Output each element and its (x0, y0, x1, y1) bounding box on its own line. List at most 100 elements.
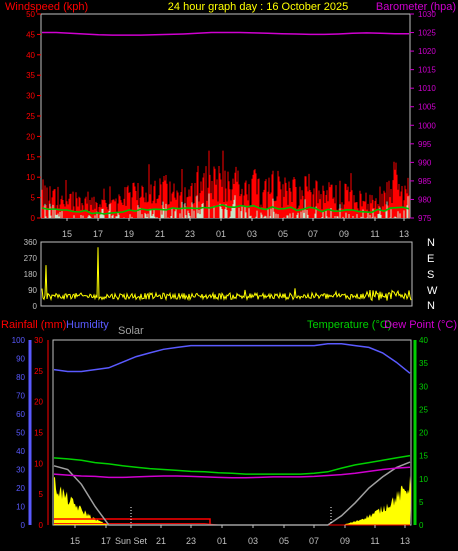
wind-y-tick-label: 15 (26, 153, 35, 162)
baro-y-tick-label: 975 (418, 214, 432, 223)
temp-x-tick-label: 21 (156, 536, 166, 546)
temp-tick-label: 20 (419, 429, 428, 438)
wind-x-tick-label: 05 (278, 229, 288, 239)
wind-y-tick-label: 45 (26, 30, 35, 39)
wind-y-tick-label: 0 (31, 214, 36, 223)
baro-y-tick-label: 1030 (418, 10, 436, 19)
baro-y-tick-label: 1025 (418, 29, 436, 38)
humidity-tick-label: 90 (16, 355, 25, 364)
direction-compass-label: S (427, 269, 434, 281)
wind-y-tick-label: 25 (26, 112, 35, 121)
temperature-line (53, 454, 411, 475)
baro-y-tick-label: 980 (418, 195, 432, 204)
graph-title: 24 hour graph day : 16 October 2025 (168, 1, 348, 13)
wind-x-tick-label: 03 (247, 229, 257, 239)
windspeed-label: Windspeed (kph) (5, 1, 88, 13)
wind-x-tick-label: 23 (185, 229, 195, 239)
humidity-tick-label: 100 (12, 336, 26, 345)
solar-theoretical-line (53, 461, 411, 526)
wind-y-tick-label: 10 (26, 173, 35, 182)
temp-x-tick-label: Sun Set (115, 536, 148, 546)
wind-y-tick-label: 35 (26, 71, 35, 80)
temp-tick-label: 0 (419, 521, 424, 530)
temp-tick-label: 30 (419, 382, 428, 391)
rain-tick-label: 10 (34, 459, 43, 468)
rain-tick-label: 25 (34, 367, 43, 376)
wind-panel: Windspeed (kph) 24 hour graph day : 16 O… (5, 1, 456, 239)
temp-tick-label: 25 (419, 405, 428, 414)
wind-direction-trace (41, 247, 412, 302)
solar-radiation-fill (54, 475, 411, 525)
direction-compass-label: N (427, 237, 435, 249)
direction-y-tick-label: 0 (33, 302, 38, 311)
wind-x-tick-label: 21 (155, 229, 165, 239)
baro-y-tick-label: 995 (418, 140, 432, 149)
wind-x-tick-label: 17 (93, 229, 103, 239)
rain-tick-label: 15 (34, 429, 43, 438)
rain-tick-label: 30 (34, 336, 43, 345)
wind-y-tick-label: 20 (26, 132, 35, 141)
temp-x-tick-label: 03 (248, 536, 258, 546)
wind-x-tick-label: 01 (216, 229, 226, 239)
baro-y-tick-label: 985 (418, 177, 432, 186)
temp-x-tick-label: 15 (70, 536, 80, 546)
humidity-tick-label: 20 (16, 484, 25, 493)
humidity-line (53, 342, 411, 374)
rain-tick-label: 0 (39, 521, 44, 530)
wind-x-tick-label: 13 (399, 229, 409, 239)
solar-label: Solar (118, 325, 144, 337)
dewpoint-label: Dew Point (°C) (384, 319, 457, 331)
wind-x-tick-label: 07 (308, 229, 318, 239)
wind-x-tick-label: 19 (124, 229, 134, 239)
temp-x-tick-label: 01 (217, 536, 227, 546)
humidity-tick-label: 70 (16, 392, 25, 401)
temperature-label: Temperature (°C) (307, 319, 391, 331)
rain-tick-label: 20 (34, 398, 43, 407)
wind-x-tick-label: 15 (62, 229, 72, 239)
direction-y-tick-label: 270 (24, 254, 38, 263)
direction-y-tick-label: 360 (24, 238, 38, 247)
temp-tick-label: 15 (419, 452, 428, 461)
temp-x-tick-label: 23 (186, 536, 196, 546)
temp-tick-label: 35 (419, 359, 428, 368)
temp-x-tick-label: 09 (340, 536, 350, 546)
temp-x-tick-label: 13 (400, 536, 410, 546)
barometer-line (42, 31, 409, 36)
humidity-tick-label: 80 (16, 373, 25, 382)
dewpoint-line (53, 466, 411, 479)
rain-total-line (54, 518, 211, 525)
wind-y-tick-label: 5 (31, 194, 36, 203)
baro-y-tick-label: 990 (418, 158, 432, 167)
humidity-tick-label: 40 (16, 447, 25, 456)
temp-plot-frame (52, 339, 412, 526)
baro-y-tick-label: 1015 (418, 66, 436, 75)
wind-y-tick-label: 30 (26, 92, 35, 101)
humidity-tick-label: 0 (21, 521, 26, 530)
barometer-label: Barometer (hpa) (376, 1, 456, 13)
wind-y-tick-label: 40 (26, 51, 35, 60)
direction-compass-label: E (427, 253, 434, 265)
baro-y-tick-label: 1020 (418, 47, 436, 56)
rainfall-label: Rainfall (mm) (1, 319, 66, 331)
temp-x-tick-label: 11 (370, 536, 379, 546)
direction-compass-label: N (427, 300, 435, 312)
temp-x-tick-label: 17 (101, 536, 111, 546)
baro-y-tick-label: 1005 (418, 103, 436, 112)
wind-x-tick-label: 09 (339, 229, 349, 239)
temp-tick-label: 40 (419, 336, 428, 345)
humidity-tick-label: 50 (16, 429, 25, 438)
humidity-tick-label: 30 (16, 466, 25, 475)
temp-x-tick-label: 07 (309, 536, 319, 546)
wind-x-tick-label: 11 (370, 229, 379, 239)
baro-y-tick-label: 1010 (418, 84, 436, 93)
wind-y-tick-label: 50 (26, 10, 35, 19)
direction-y-tick-label: 90 (28, 286, 37, 295)
temp-tick-label: 10 (419, 475, 428, 484)
direction-y-tick-label: 180 (24, 270, 38, 279)
baro-y-tick-label: 1000 (418, 121, 436, 130)
temp-x-tick-label: 05 (279, 536, 289, 546)
temp-panel: Rainfall (mm) Humidity Solar Temperature… (1, 319, 457, 546)
humidity-label: Humidity (66, 319, 109, 331)
